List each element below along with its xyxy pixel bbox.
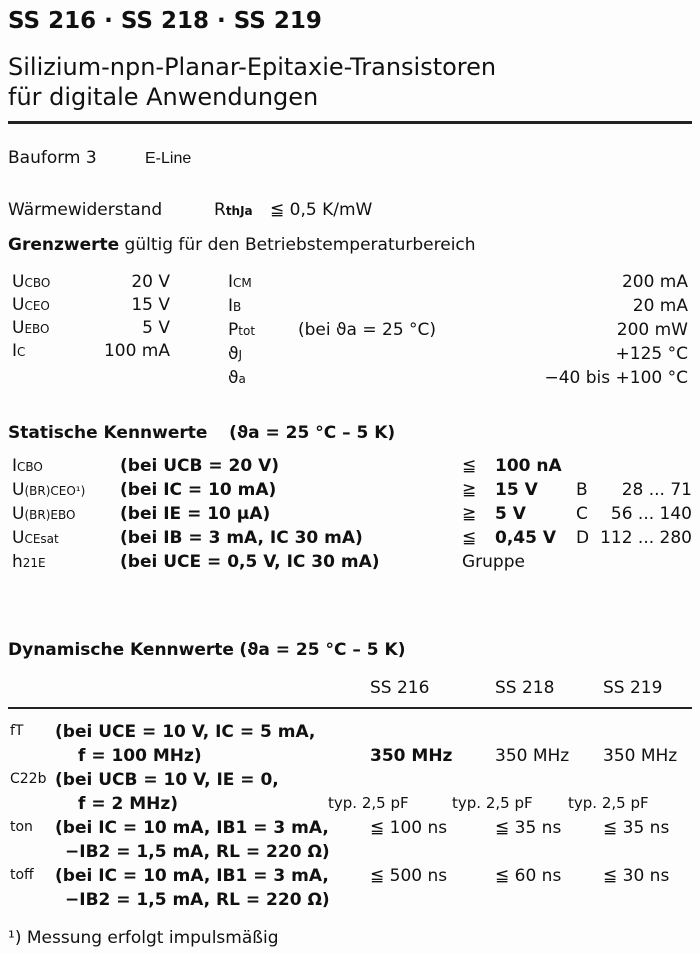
footnote: ¹) Messung erfolgt impulsmäßig xyxy=(8,928,279,948)
bauform: Bauform 3 xyxy=(8,148,97,168)
limit-value: 20 V xyxy=(131,272,170,292)
static-symbol: h21E xyxy=(12,552,46,572)
limit-symbol: IC xyxy=(12,341,26,361)
limit-symbol: IB xyxy=(228,296,242,316)
static-condition: (bei IB = 3 mA, IC 30 mA) xyxy=(120,528,363,548)
limit-value: 100 mA xyxy=(103,341,170,361)
thermal-resistance-value: ≦ 0,5 K/mW xyxy=(270,200,373,220)
limits-heading: Grenzwerte xyxy=(8,235,120,255)
static-relation: ≦ xyxy=(462,528,477,548)
limit-symbol: UEBO xyxy=(12,318,50,338)
divider xyxy=(8,121,692,124)
limit-symbol: ϑJ xyxy=(228,344,243,364)
dynamic-symbol: C22b xyxy=(10,771,47,787)
static-symbol: ICBO xyxy=(12,456,43,476)
dynamic-symbol: fT xyxy=(10,723,24,739)
dynamic-symbol: ton xyxy=(10,819,33,835)
dynamic-value: typ. 2,5 pF xyxy=(328,794,409,812)
package-name: E-Line xyxy=(145,150,192,167)
dynamic-condition: f = 2 MHz) xyxy=(78,794,179,814)
dynamic-condition: (bei IC = 10 mA, IB1 = 3 mA, xyxy=(55,866,329,886)
limit-value: 15 V xyxy=(131,295,170,315)
group-letter: C xyxy=(576,504,588,524)
static-relation: Gruppe xyxy=(462,552,525,572)
group-letter: D xyxy=(576,528,590,548)
static-condition: (bei IE = 10 µA) xyxy=(120,504,271,524)
dynamic-value: 350 MHz xyxy=(370,746,453,766)
subtitle-line-1: Silizium-npn-Planar-Epitaxie-Transistore… xyxy=(8,53,497,81)
dynamic-symbol: toff xyxy=(10,867,34,883)
dynamic-heading: Dynamische Kennwerte xyxy=(8,640,234,660)
limit-symbol: ϑa xyxy=(228,368,246,388)
limit-condition: (bei ϑa = 25 °C) xyxy=(298,320,437,340)
dynamic-value: ≦ 35 ns xyxy=(603,818,670,838)
limit-value: −40 bis +100 °C xyxy=(544,368,688,388)
group-range: 28 ... 71 xyxy=(621,480,692,500)
limit-value: 20 mA xyxy=(632,296,688,316)
group-range: 112 ... 280 xyxy=(600,528,692,548)
static-conditions: (ϑa = 25 °C – 5 K) xyxy=(229,423,396,443)
static-heading: Statische Kennwerte xyxy=(8,423,208,443)
dynamic-value: ≦ 35 ns xyxy=(495,818,562,838)
dynamic-condition: −IB2 = 1,5 mA, RL = 220 Ω) xyxy=(65,842,330,862)
thermal-resistance-label: Wärmewiderstand xyxy=(8,200,163,220)
static-condition: (bei IC = 10 mA) xyxy=(120,480,277,500)
column-header-ss216: SS 216 xyxy=(370,678,430,698)
column-header-ss219: SS 219 xyxy=(603,678,663,698)
static-value: 5 V xyxy=(495,504,526,524)
dynamic-condition: f = 100 MHz) xyxy=(78,746,202,766)
limits-heading-rest: gültig für den Betriebstemperaturbereich xyxy=(124,235,476,255)
dynamic-value: 350 MHz xyxy=(603,746,678,766)
static-value: 100 nA xyxy=(495,456,562,476)
limit-symbol: UCEO xyxy=(12,295,50,315)
group-range: 56 ... 140 xyxy=(610,504,692,524)
dynamic-value: ≦ 100 ns xyxy=(370,818,448,838)
static-value: 0,45 V xyxy=(495,528,557,548)
dynamic-condition: −IB2 = 1,5 mA, RL = 220 Ω) xyxy=(65,890,330,910)
title: SS 216 · SS 218 · SS 219 xyxy=(8,8,322,34)
dynamic-value: ≦ 30 ns xyxy=(603,866,670,886)
limit-value: 5 V xyxy=(142,318,170,338)
limit-symbol: UCBO xyxy=(12,272,51,292)
divider xyxy=(8,707,692,709)
dynamic-value: 350 MHz xyxy=(495,746,570,766)
dynamic-conditions: (ϑa = 25 °C – 5 K) xyxy=(239,640,406,660)
column-header-ss218: SS 218 xyxy=(495,678,555,698)
dynamic-value: typ. 2,5 pF xyxy=(452,794,533,812)
static-condition: (bei UCE = 0,5 V, IC 30 mA) xyxy=(120,552,380,572)
static-symbol: U(BR)EBO xyxy=(12,504,76,524)
dynamic-condition: (bei UCB = 10 V, IE = 0, xyxy=(55,770,279,790)
limit-symbol: Ptot xyxy=(228,320,256,340)
static-symbol: U(BR)CEO¹) xyxy=(12,480,86,500)
subtitle-line-2: für digitale Anwendungen xyxy=(8,83,319,111)
group-letter: B xyxy=(576,480,588,500)
dynamic-value: ≦ 60 ns xyxy=(495,866,562,886)
static-value: 15 V xyxy=(495,480,538,500)
dynamic-value: typ. 2,5 pF xyxy=(568,794,649,812)
static-relation: ≧ xyxy=(462,480,477,500)
static-condition: (bei UCB = 20 V) xyxy=(120,456,280,476)
static-symbol: UCEsat xyxy=(12,528,59,548)
limit-value: +125 °C xyxy=(615,344,688,364)
dynamic-value: ≦ 500 ns xyxy=(370,866,448,886)
limit-symbol: ICM xyxy=(228,272,252,292)
static-relation: ≦ xyxy=(462,456,477,476)
static-relation: ≧ xyxy=(462,504,477,524)
dynamic-condition: (bei IC = 10 mA, IB1 = 3 mA, xyxy=(55,818,329,838)
limit-value: 200 mW xyxy=(616,320,688,340)
dynamic-condition: (bei UCE = 10 V, IC = 5 mA, xyxy=(55,722,316,742)
limit-value: 200 mA xyxy=(621,272,688,292)
thermal-resistance-symbol: RthJa xyxy=(214,200,253,220)
